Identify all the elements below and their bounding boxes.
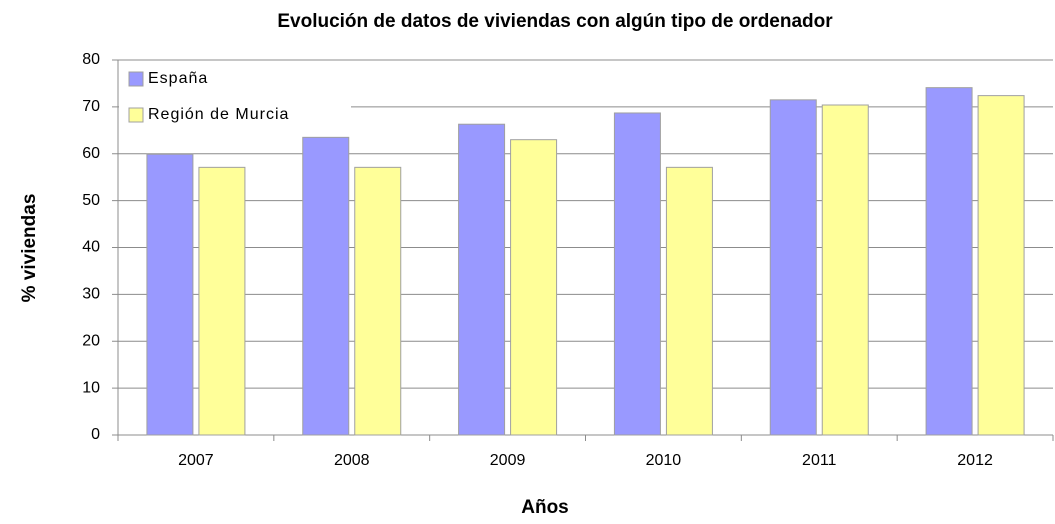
bar [821,104,869,436]
chart-title: Evolución de datos de viviendas con algú… [277,11,833,32]
bar [613,112,661,436]
bar [510,139,558,436]
bar [977,95,1025,436]
x-axis-title: Años [521,497,569,518]
legend-swatch [128,107,144,123]
bar [769,99,817,436]
x-tick-label: 2008 [334,452,370,469]
y-tick-label: 40 [82,239,100,256]
x-tick-label: 2011 [802,452,837,469]
bar [665,166,713,436]
y-tick-label: 50 [82,192,100,209]
bar [458,123,506,436]
y-tick-label: 10 [82,379,100,396]
bar [354,166,402,436]
y-tick-label: 30 [82,286,100,303]
bar [302,136,350,436]
bar [925,87,973,436]
x-tick-label: 2009 [490,452,526,469]
y-tick-label: 20 [82,332,100,349]
legend-swatch [128,71,144,87]
y-tick-label: 0 [91,426,100,443]
legend-label: Región de Murcia [148,106,289,123]
x-tick-label: 2012 [957,452,993,469]
y-tick-label: 60 [82,145,100,162]
y-axis-title: % viviendas [19,194,40,303]
bar [198,166,246,436]
x-tick-label: 2010 [646,452,682,469]
y-tick-label: 80 [82,51,100,68]
y-tick-label: 70 [82,98,100,115]
bar [146,153,194,436]
legend-label: España [148,70,208,87]
x-tick-label: 2007 [178,452,214,469]
legend-box [119,61,351,135]
